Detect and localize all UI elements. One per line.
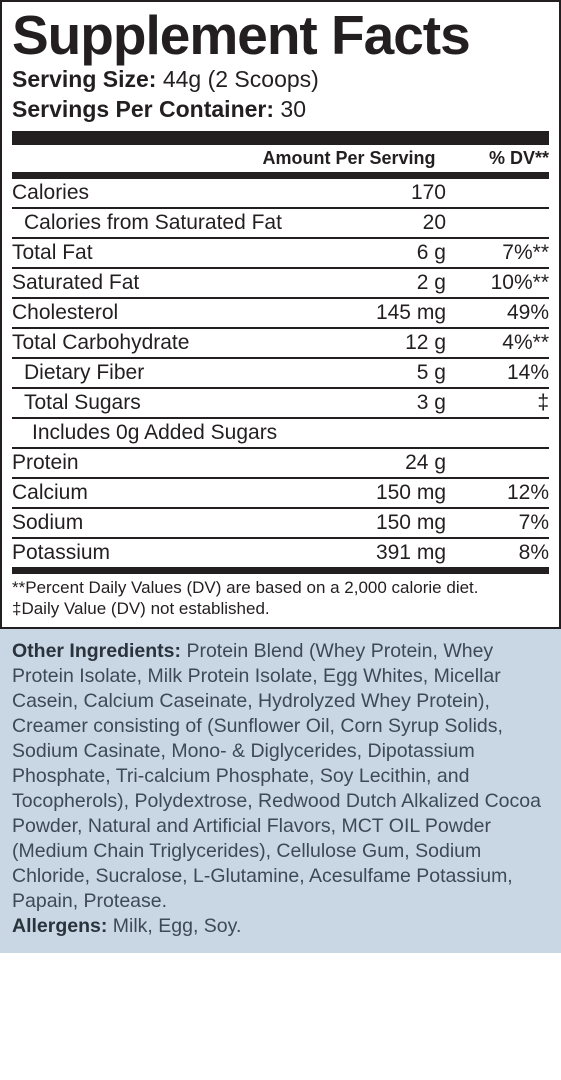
nutrient-row: Cholesterol145 mg49% xyxy=(12,297,549,327)
servings-per-line: Servings Per Container: 30 xyxy=(12,95,549,125)
nutrient-name: Dietary Fiber xyxy=(12,361,324,385)
nutrient-row: Protein24 g xyxy=(12,447,549,477)
nutrient-name: Calories from Saturated Fat xyxy=(12,211,324,235)
nutrient-amount: 170 xyxy=(324,181,454,205)
nutrient-name: Total Carbohydrate xyxy=(12,331,324,355)
nutrient-amount: 6 g xyxy=(324,241,454,265)
column-headers: Amount Per Serving % DV** xyxy=(12,145,549,172)
nutrient-amount: 12 g xyxy=(324,331,454,355)
nutrient-amount: 5 g xyxy=(324,361,454,385)
footnote-dv: **Percent Daily Values (DV) are based on… xyxy=(12,577,549,598)
nutrient-dv: 10%** xyxy=(454,271,549,295)
nutrient-name: Sodium xyxy=(12,511,324,535)
footnotes: **Percent Daily Values (DV) are based on… xyxy=(12,574,549,624)
allergens-text: Milk, Egg, Soy. xyxy=(107,915,241,937)
nutrient-name: Saturated Fat xyxy=(12,271,324,295)
nutrient-row: Calories170 xyxy=(12,179,549,207)
nutrient-row: Potassium391 mg8% xyxy=(12,537,549,567)
nutrient-row: Dietary Fiber5 g14% xyxy=(12,357,549,387)
nutrient-row: Total Carbohydrate12 g4%** xyxy=(12,327,549,357)
nutrient-amount: 150 mg xyxy=(324,511,454,535)
header-amount: Amount Per Serving xyxy=(244,148,454,169)
nutrient-row: Calories from Saturated Fat20 xyxy=(12,207,549,237)
serving-size-line: Serving Size: 44g (2 Scoops) xyxy=(12,65,549,95)
allergens-label: Allergens: xyxy=(12,915,107,937)
nutrient-amount: 24 g xyxy=(324,451,454,475)
other-ingredients-label: Other Ingredients: xyxy=(12,640,181,662)
other-ingredients: Other Ingredients: Protein Blend (Whey P… xyxy=(12,639,549,913)
serving-size-label: Serving Size: xyxy=(12,66,156,92)
allergens: Allergens: Milk, Egg, Soy. xyxy=(12,914,549,939)
servings-per-value: 30 xyxy=(274,96,306,122)
divider-med-bottom xyxy=(12,567,549,574)
nutrient-row: Calcium150 mg12% xyxy=(12,477,549,507)
nutrient-dv: 12% xyxy=(454,481,549,505)
nutrient-row: Total Fat6 g7%** xyxy=(12,237,549,267)
nutrient-row: Sodium150 mg7% xyxy=(12,507,549,537)
nutrient-amount: 150 mg xyxy=(324,481,454,505)
nutrient-name: Total Fat xyxy=(12,241,324,265)
nutrient-name: Cholesterol xyxy=(12,301,324,325)
nutrient-dv: 14% xyxy=(454,361,549,385)
nutrient-row: Saturated Fat2 g10%** xyxy=(12,267,549,297)
serving-size-value: 44g (2 Scoops) xyxy=(156,66,318,92)
divider-thick xyxy=(12,131,549,145)
header-dv: % DV** xyxy=(454,148,549,169)
nutrient-dv: 4%** xyxy=(454,331,549,355)
nutrient-row: Includes 0g Added Sugars xyxy=(12,417,549,447)
footnote-dagger: ‡Daily Value (DV) not established. xyxy=(12,598,549,619)
nutrient-name: Calcium xyxy=(12,481,324,505)
other-ingredients-text: Protein Blend (Whey Protein, Whey Protei… xyxy=(12,640,541,912)
nutrient-amount: 3 g xyxy=(324,391,454,415)
nutrient-name: Calories xyxy=(12,181,324,205)
nutrient-dv: 7%** xyxy=(454,241,549,265)
nutrient-dv: ‡ xyxy=(454,391,549,415)
supplement-facts-panel: Supplement Facts Serving Size: 44g (2 Sc… xyxy=(0,0,561,629)
nutrient-amount: 2 g xyxy=(324,271,454,295)
nutrient-amount: 391 mg xyxy=(324,541,454,565)
nutrient-rows: Calories170Calories from Saturated Fat20… xyxy=(12,179,549,567)
nutrient-dv: 7% xyxy=(454,511,549,535)
nutrient-name: Potassium xyxy=(12,541,324,565)
ingredients-panel: Other Ingredients: Protein Blend (Whey P… xyxy=(0,629,561,952)
nutrient-amount: 145 mg xyxy=(324,301,454,325)
nutrient-dv: 8% xyxy=(454,541,549,565)
nutrient-row: Total Sugars3 g‡ xyxy=(12,387,549,417)
divider-med xyxy=(12,172,549,179)
nutrient-dv: 49% xyxy=(454,301,549,325)
nutrient-name: Includes 0g Added Sugars xyxy=(12,421,324,445)
panel-title: Supplement Facts xyxy=(12,8,549,63)
nutrient-amount: 20 xyxy=(324,211,454,235)
nutrient-name: Total Sugars xyxy=(12,391,324,415)
nutrient-name: Protein xyxy=(12,451,324,475)
servings-per-label: Servings Per Container: xyxy=(12,96,274,122)
